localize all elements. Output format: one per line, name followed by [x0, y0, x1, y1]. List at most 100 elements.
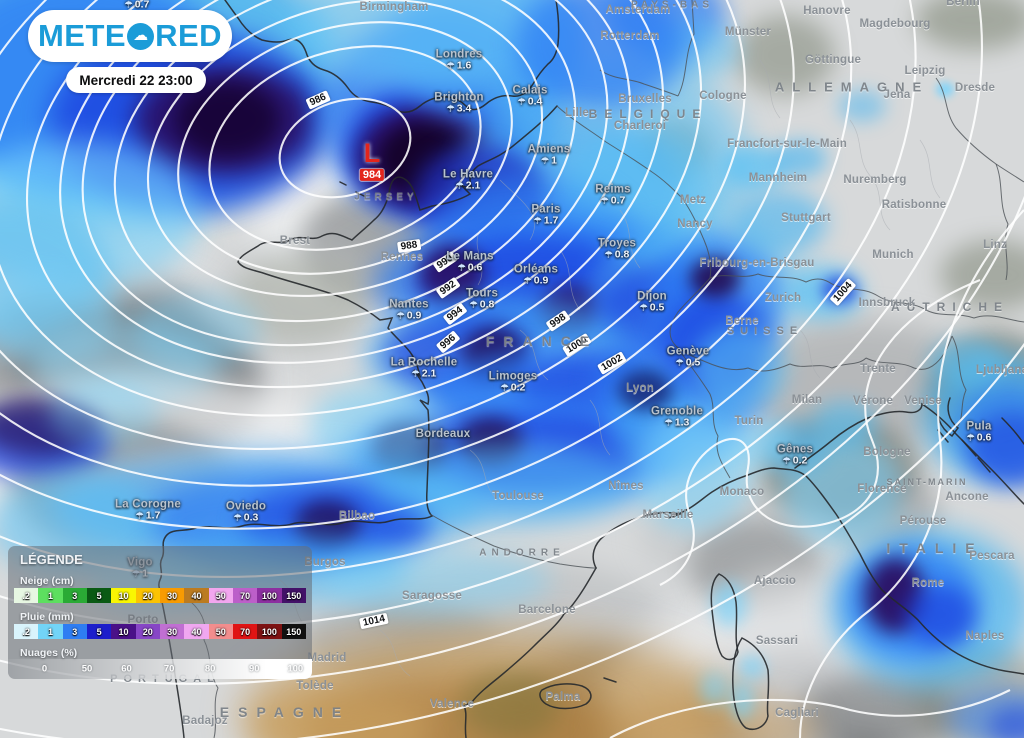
legend-scale-value: 50: [215, 626, 226, 637]
legend-scale-value: 5: [96, 590, 102, 601]
city-label: Grenoble ☂ 1.3: [651, 405, 703, 428]
precip-amount: 0.6: [467, 261, 483, 274]
precip-value: ☂ 1.7: [531, 214, 560, 227]
city-label: Cagliari: [775, 707, 819, 719]
umbrella-icon: ☂: [966, 432, 975, 443]
city-label: Francfort-sur-le-Main: [727, 138, 847, 150]
city-name: Nancy: [677, 217, 713, 230]
city-label: Saragosse: [402, 590, 462, 602]
city-label: Paris ☂ 1.7: [531, 203, 560, 226]
legend-scale-value: 150: [286, 626, 302, 637]
city-name: Jena: [883, 88, 911, 101]
precip-amount: 0.9: [406, 309, 422, 322]
city-label: Marseille: [642, 509, 693, 521]
legend-rain-label: Pluie (mm): [20, 611, 74, 623]
city-name: Rome: [911, 576, 945, 589]
low-pressure-symbol: L: [363, 137, 381, 168]
city-label: Toulouse: [492, 490, 544, 502]
city-label: Amsterdam: [605, 4, 670, 16]
precip-value: ☂ 0.6: [446, 261, 493, 274]
precip-value: ☂ 0.2: [489, 382, 538, 394]
city-label: Mannheim: [749, 172, 807, 184]
city-label: Tours ☂ 0.8: [466, 287, 498, 310]
precip-value: ☂ 2.1: [391, 368, 458, 380]
city-label: ☂ 0.7: [125, 0, 150, 11]
precip-amount: 0.3: [243, 511, 259, 524]
city-name: Naples: [965, 629, 1005, 642]
umbrella-icon: ☂: [233, 512, 242, 523]
legend-scale-value: 150: [286, 590, 302, 601]
umbrella-icon: ☂: [533, 215, 542, 226]
umbrella-icon: ☂: [500, 382, 509, 393]
city-name: Birmingham: [359, 0, 429, 13]
low-pressure-value: 984: [359, 169, 385, 182]
city-label: Madrid: [308, 652, 347, 664]
umbrella-icon: ☂: [517, 96, 526, 107]
precip-value: ☂ 0.8: [466, 299, 498, 311]
city-label: Zurich: [765, 292, 801, 304]
region-label: FRANCE: [485, 333, 599, 349]
city-label: Milan: [792, 394, 822, 406]
city-name: Monaco: [719, 485, 765, 498]
city-label: Sassari: [756, 635, 798, 647]
legend-snow-scale: .2 1 3 5 10 20 30 40 50 70 100 150: [14, 588, 306, 603]
city-label: Florence: [857, 483, 907, 495]
umbrella-icon: ☂: [457, 262, 466, 273]
city-name: Nuremberg: [843, 173, 907, 186]
city-label: Nancy: [677, 218, 713, 230]
legend-snow-label: Neige (cm): [20, 575, 74, 587]
city-label: Tolède: [296, 680, 333, 692]
meteored-logo[interactable]: METE ☁ RED: [28, 10, 232, 62]
legend-scale-cell: 150: [281, 588, 306, 603]
city-label: Londres ☂ 1.6: [436, 48, 483, 71]
city-name: Lille: [564, 106, 590, 119]
legend-scale-value: 40: [191, 590, 202, 601]
precip-value: ☂ 0.9: [389, 309, 429, 322]
city-name: Linz: [983, 238, 1007, 251]
umbrella-icon: ☂: [135, 510, 144, 521]
legend-scale-value: 30: [167, 626, 178, 637]
city-label: Göttingue: [805, 54, 861, 66]
city-name: Marseille: [642, 508, 694, 521]
precip-amount: 0.7: [134, 0, 150, 11]
region-label: ESPAGNE: [219, 704, 351, 720]
city-label: Ljubljana: [976, 364, 1024, 376]
city-name: Metz: [679, 193, 707, 206]
city-name: Pérouse: [899, 514, 947, 527]
precip-value: ☂ 0.8: [598, 249, 636, 261]
precip-amount: 0.5: [649, 301, 665, 314]
city-name: Bordeaux: [415, 427, 471, 440]
city-label: Metz: [680, 194, 706, 206]
legend-panel: LÉGENDE Neige (cm) .2 1 3 5 10 20 30 40 50 70 100 1…: [8, 546, 312, 679]
city-label: Brest: [280, 235, 310, 247]
legend-cloud-tick: 0: [41, 663, 48, 675]
city-label: Vérone: [853, 395, 893, 407]
city-name: Francfort-sur-le-Main: [727, 137, 847, 150]
city-label: Fribourg-en-Brisgau: [700, 257, 815, 269]
umbrella-icon: ☂: [664, 417, 673, 428]
precip-amount: 0.9: [533, 274, 549, 287]
precip-amount: 1.7: [543, 214, 559, 227]
umbrella-icon: ☂: [600, 195, 609, 206]
legend-scale-cell: 70: [232, 588, 258, 603]
city-label: Ajaccio: [754, 575, 796, 587]
legend-scale-value: 30: [167, 590, 178, 601]
legend-scale-cell: 5: [86, 624, 112, 639]
legend-cloud-tick: 80: [204, 663, 216, 675]
city-label: Bordeaux: [416, 428, 471, 440]
city-name: Rotterdam: [600, 29, 660, 42]
city-label: Charleroi: [614, 120, 666, 132]
city-name: Saragosse: [402, 589, 462, 602]
city-label: Bruxelles: [618, 93, 672, 105]
city-name: Barcelone: [518, 603, 576, 616]
city-name: Nîmes: [608, 479, 644, 492]
precip-amount: 0.7: [610, 194, 626, 207]
precip-value: ☂ 3.4: [434, 103, 484, 115]
city-name: Amiens: [527, 143, 571, 156]
legend-scale-value: 100: [261, 590, 277, 601]
umbrella-icon: ☂: [675, 357, 684, 368]
city-label: Birmingham: [359, 1, 428, 13]
precip-value: ☂ 0.5: [667, 357, 710, 369]
